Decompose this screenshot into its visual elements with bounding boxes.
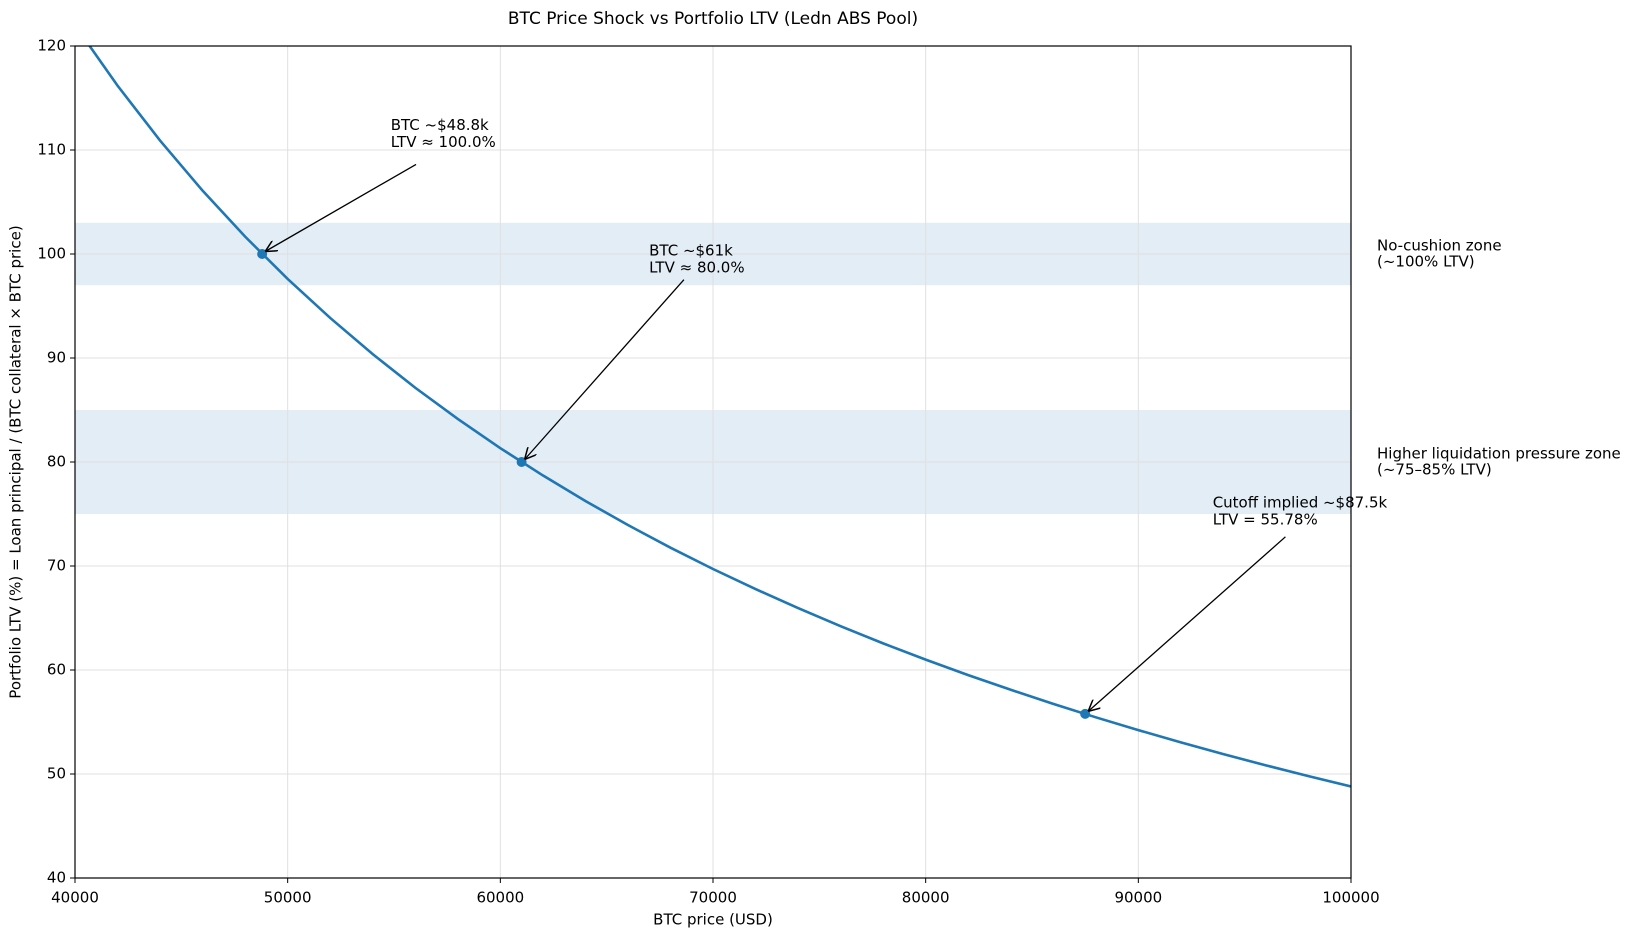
annotation-arrow [1088,536,1286,712]
x-tick-label: 100000 [1322,889,1379,907]
x-tick-label: 40000 [51,889,99,907]
annotation-text: LTV ≈ 100.0% [391,133,496,151]
grid [74,45,1352,879]
plot-frame [74,45,1352,879]
annotation-text: LTV ≈ 80.0% [649,259,744,277]
line-series [88,46,1351,788]
annotation-text: Cutoff implied ~$87.5k [1213,494,1388,512]
y-tick-label: 50 [47,765,66,783]
band-label: (~100% LTV) [1377,253,1475,271]
y-tick-label: 110 [37,141,66,159]
x-tick-label: 90000 [1114,889,1162,907]
annotation-text: LTV = 55.78% [1213,511,1318,529]
y-axis-label: Portfolio LTV (%) = Loan principal / (BT… [7,225,25,698]
annotation-arrow [525,279,685,460]
band-label: No-cushion zone [1377,237,1502,255]
overlay: No-cushion zone(~100% LTV) Higher liquida… [37,37,1620,907]
chart-title: BTC Price Shock vs Portfolio LTV (Ledn A… [508,9,918,29]
band-label: Higher liquidation pressure zone [1377,445,1621,463]
y-tick-label: 60 [47,661,66,679]
y-tick-label: 80 [47,453,66,471]
annotation-text: BTC ~$48.8k [391,116,489,134]
annotation-text: BTC ~$61k [649,242,733,260]
y-tick-label: 120 [37,37,66,55]
x-tick-label: 50000 [264,889,312,907]
x-axis-label: BTC price (USD) [653,911,773,929]
y-tick-label: 40 [47,869,66,887]
plot-area [88,46,1351,788]
y-tick-label: 70 [47,557,66,575]
band-label: (~75–85% LTV) [1377,461,1492,479]
x-tick-label: 70000 [689,889,737,907]
x-tick-label: 80000 [902,889,950,907]
x-tick-label: 60000 [476,889,524,907]
y-tick-label: 90 [47,349,66,367]
y-tick-label: 100 [37,245,66,263]
annotation-arrow [265,163,417,251]
